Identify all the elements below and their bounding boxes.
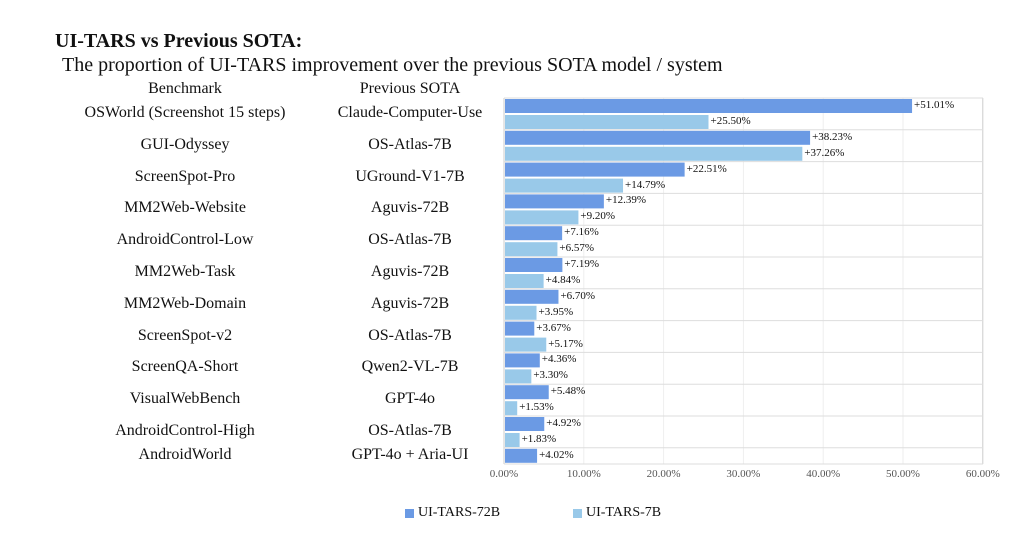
bar-ui-tars-7b <box>505 274 544 288</box>
data-label: +1.83% <box>521 433 557 445</box>
benchmark-label: ScreenSpot-v2 <box>137 326 233 344</box>
data-label: +14.79% <box>625 178 666 191</box>
bar-ui-tars-7b <box>505 337 547 352</box>
benchmark-label: AndroidControl-High <box>115 421 255 439</box>
benchmark-label: GUI-Odyssey <box>140 135 230 153</box>
previous-sota-label: GPT-4o <box>384 390 436 408</box>
bar-ui-tars-7b <box>505 305 537 320</box>
data-label: +51.01% <box>914 99 955 111</box>
bar-ui-tars-7b <box>505 369 532 384</box>
data-label: +12.39% <box>605 194 646 207</box>
bar-ui-tars-7b <box>505 433 520 447</box>
benchmark-label: OSWorld (Screenshot 15 steps) <box>84 103 286 121</box>
bar-ui-tars-72b <box>505 448 538 463</box>
data-label: +5.17% <box>548 337 583 350</box>
data-label: +37.26% <box>804 146 845 159</box>
benchmark-label: AndroidControl-Low <box>116 231 254 249</box>
previous-sota-label: GPT-4o + Aria-UI <box>351 445 469 463</box>
bar-ui-tars-72b <box>505 417 545 431</box>
data-label: +38.23% <box>812 130 853 143</box>
legend-swatch-7b <box>573 509 582 518</box>
bar-ui-tars-72b <box>505 99 913 113</box>
data-label: +4.84% <box>545 274 581 286</box>
data-label: +3.95% <box>538 305 574 318</box>
data-label: +7.16% <box>564 226 599 239</box>
bar-ui-tars-72b <box>505 226 563 241</box>
benchmark-label: MM2Web-Domain <box>123 294 247 312</box>
benchmark-label: VisualWebBench <box>129 390 241 408</box>
data-label: +6.57% <box>559 242 595 255</box>
benchmark-label: ScreenSpot-Pro <box>134 167 236 185</box>
data-label: +9.20% <box>580 210 616 223</box>
bar-ui-tars-72b <box>505 289 559 304</box>
legend-swatch-72b <box>405 509 414 518</box>
bar-ui-tars-7b <box>505 178 624 193</box>
bar-ui-tars-7b <box>505 115 709 129</box>
data-label: +7.19% <box>564 258 599 270</box>
previous-sota-label: Claude-Computer-Use <box>337 103 483 121</box>
previous-sota-label: OS-Atlas-7B <box>368 326 452 344</box>
bar-ui-tars-7b <box>505 146 803 161</box>
previous-sota-label: OS-Atlas-7B <box>368 421 452 439</box>
data-label: +4.36% <box>541 353 577 366</box>
x-tick-label: 0.00% <box>489 468 519 480</box>
x-tick-label: 40.00% <box>806 468 841 480</box>
previous-sota-label: Aguvis-72B <box>370 262 450 280</box>
benchmark-label: MM2Web-Task <box>134 262 236 280</box>
x-tick-label: 30.00% <box>726 468 761 480</box>
bar-ui-tars-72b <box>505 321 535 336</box>
legend-72b: UI-TARS-72B <box>418 505 501 520</box>
bar-ui-tars-72b <box>505 162 685 177</box>
header-previous-sota: Previous SOTA <box>359 80 461 97</box>
header-benchmark: Benchmark <box>148 80 222 97</box>
legend-7b: UI-TARS-7B <box>586 505 662 520</box>
bar-ui-tars-72b <box>505 194 604 209</box>
data-label: +4.02% <box>539 448 574 461</box>
bar-ui-tars-72b <box>505 385 549 400</box>
chart-subtitle: The proportion of UI-TARS improvement ov… <box>62 54 723 76</box>
x-tick-label: 50.00% <box>886 468 920 480</box>
x-tick-label: 20.00% <box>646 468 681 480</box>
previous-sota-label: Aguvis-72B <box>370 294 450 312</box>
data-label: +22.51% <box>686 162 727 175</box>
previous-sota-label: OS-Atlas-7B <box>368 231 452 249</box>
data-label: +4.92% <box>546 417 581 429</box>
benchmark-label: ScreenQA-Short <box>131 358 239 376</box>
data-label: +5.48% <box>550 385 586 398</box>
x-tick-label: 10.00% <box>566 468 601 480</box>
previous-sota-label: Qwen2-VL-7B <box>361 358 459 376</box>
benchmark-label: AndroidWorld <box>138 445 232 463</box>
bar-ui-tars-72b <box>505 353 540 368</box>
previous-sota-label: UGround-V1-7B <box>355 167 465 185</box>
chart-title: UI-TARS vs Previous SOTA: <box>55 30 303 52</box>
previous-sota-label: OS-Atlas-7B <box>368 135 452 153</box>
bar-ui-tars-7b <box>505 242 558 257</box>
benchmark-label: MM2Web-Website <box>124 199 246 217</box>
bar-ui-tars-72b <box>505 258 563 272</box>
data-label: +6.70% <box>560 289 596 302</box>
data-label: +3.30% <box>533 369 568 382</box>
x-tick-label: 60.00% <box>965 468 1000 480</box>
data-label: +1.53% <box>519 401 554 414</box>
bar-ui-tars-72b <box>505 130 811 145</box>
bar-ui-tars-7b <box>505 401 518 416</box>
previous-sota-label: Aguvis-72B <box>370 199 450 217</box>
data-label: +25.50% <box>710 115 751 127</box>
data-label: +3.67% <box>536 321 571 334</box>
bar-ui-tars-7b <box>505 210 579 225</box>
